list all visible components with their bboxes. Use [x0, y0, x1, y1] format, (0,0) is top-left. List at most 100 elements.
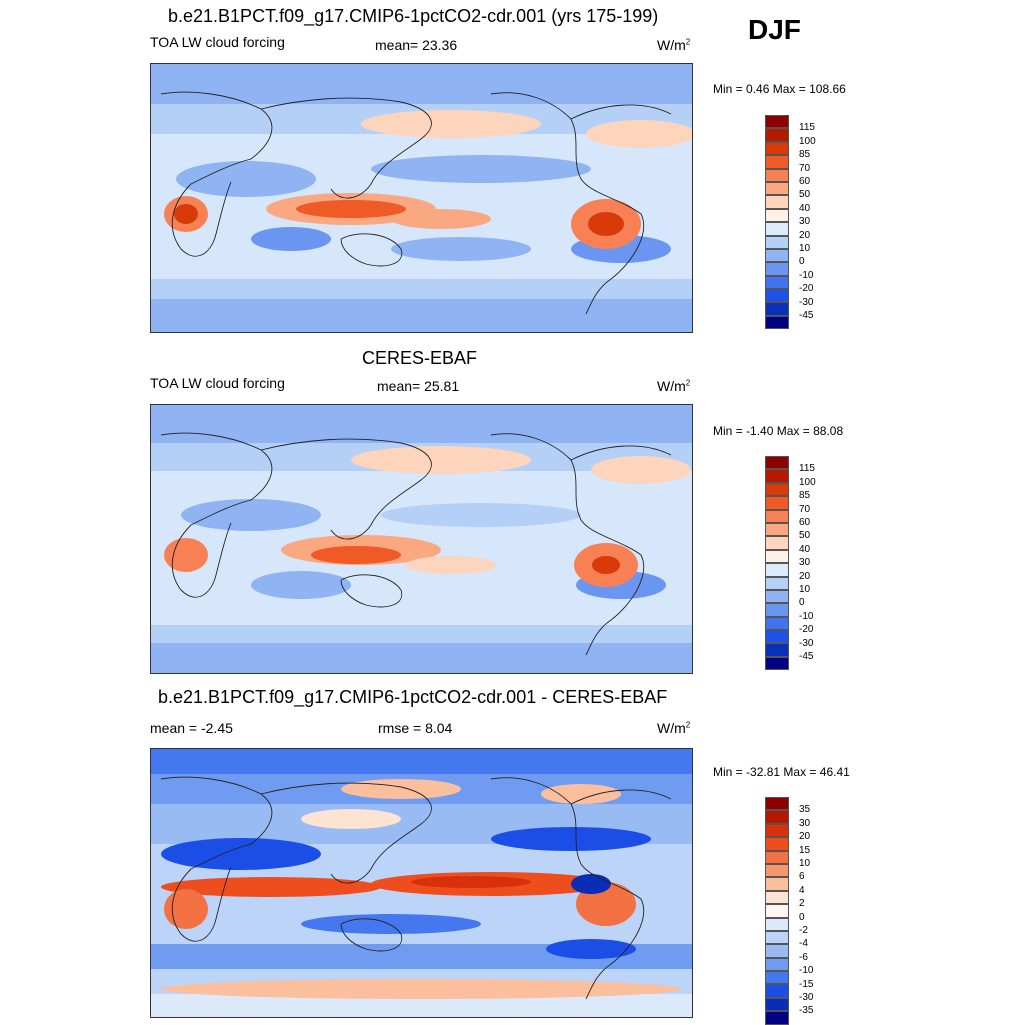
panel2-colorbar-swatch	[765, 469, 789, 483]
panel2-max-value: 88.08	[813, 424, 844, 438]
panel2-colorbar-label: 40	[799, 543, 811, 555]
panel3-colorbar-label: 35	[799, 804, 811, 816]
panel2-colorbar-swatch	[765, 509, 789, 523]
panel3-colorbar-swatch	[765, 904, 789, 918]
panel2-colorbar-label: 60	[799, 517, 811, 528]
panel2-colorbar-label: -45	[799, 651, 814, 662]
panel3-colorbar-swatch	[765, 850, 789, 864]
panel3-title: b.e21.B1PCT.f09_g17.CMIP6-1pctCO2-cdr.00…	[158, 687, 668, 707]
panel1-colorbar-swatch	[765, 222, 789, 236]
panel2-colorbar: 115 100 85 70 60 50 40 30 20 10 0 -10 -20 -30 -45	[765, 456, 816, 671]
panel3-colorbar-label: 15	[799, 844, 811, 856]
panel1-colorbar-swatch	[765, 155, 789, 169]
panel3-colorbar-swatch	[765, 1011, 789, 1025]
panel1-colorbar-swatch	[765, 168, 789, 182]
panel3-map	[150, 748, 693, 1018]
panel2-colorbar-label: 85	[799, 490, 811, 502]
panel1-colorbar-label: 115	[799, 122, 815, 134]
panel2-colorbar-swatch	[765, 643, 789, 657]
panel2-variable-label: TOA LW cloud forcing	[150, 375, 285, 391]
panel3-min-label: Min =	[713, 765, 743, 779]
panel3-colorbar-swatch	[765, 890, 789, 905]
panel3-units-base: W/m	[657, 720, 686, 736]
panel1-colorbar-label: 70	[799, 162, 811, 174]
panel3-min-value: -32.81	[746, 765, 781, 779]
panel3-colorbar-label: -6	[799, 951, 808, 963]
panel2-mean-value: 25.81	[424, 378, 460, 394]
panel3-colorbar-swatch	[765, 984, 789, 998]
panel3-colorbar-label: 6	[799, 871, 805, 883]
panel1-colorbar-label: -45	[799, 310, 814, 321]
panel2-colorbar-swatch	[765, 589, 789, 604]
panel3-colorbar-swatch	[765, 917, 789, 931]
panel2-colorbar-swatch	[765, 603, 789, 617]
panel1-variable-label: TOA LW cloud forcing	[150, 34, 285, 50]
panel1-colorbar-label: -30	[799, 296, 814, 308]
panel3-colorbar-label: -30	[799, 992, 814, 1003]
panel2-units-exp: 2	[685, 378, 691, 388]
panel2-min-label: Min =	[713, 424, 743, 438]
panel3-rmse-label: rmse =	[378, 720, 422, 736]
panel3-colorbar-swatch	[765, 823, 789, 838]
panel3-colorbar-label: 4	[799, 884, 805, 896]
panel3-colorbar-swatch	[765, 944, 789, 958]
panel1-colorbar-label: 60	[799, 176, 811, 187]
season-label: DJF	[748, 14, 801, 45]
panel2-colorbar-label: 10	[799, 584, 811, 595]
panel1-colorbar-swatch	[765, 315, 789, 330]
panel3-colorbar-swatch	[765, 930, 789, 945]
panel2-title: CERES-EBAF	[362, 348, 478, 368]
panel3-colorbar-label: 2	[799, 898, 805, 910]
panel1-mean-label: mean=	[375, 37, 419, 53]
panel3-colorbar-label: -2	[799, 925, 808, 936]
panel1-colorbar-label: -20	[799, 283, 814, 295]
panel3-colorbar-swatch	[765, 863, 789, 878]
panel2-colorbar-label: 30	[799, 557, 811, 569]
panel3-mean: mean = -2.45	[150, 720, 233, 736]
panel1-colorbar-swatch	[765, 141, 789, 156]
panel2-colorbar-label: 115	[799, 463, 815, 475]
panel1-units-base: W/m	[657, 37, 686, 53]
panel1-colorbar-swatch	[765, 208, 789, 223]
panel1-units-exp: 2	[685, 37, 691, 47]
panel2-colorbar-label: 70	[799, 503, 811, 515]
panel1-colorbar-label: -10	[799, 269, 814, 281]
panel1-mean-value: 23.36	[422, 37, 458, 53]
panel3-rmse-value: 8.04	[425, 720, 453, 736]
panel1-mean: mean= 23.36	[375, 37, 457, 53]
panel2-colorbar-swatch	[765, 630, 789, 644]
panel2-mean-label: mean=	[377, 378, 421, 394]
panel2-colorbar-label: 0	[799, 597, 805, 609]
panel3-colorbar: 35 30 20 15 10 6 4 2 0 -2 -4 -6 -10 -15 -30 -35	[765, 797, 813, 1025]
panel3-colorbar-label: -10	[799, 965, 814, 977]
panel2-max-label: Max =	[776, 424, 810, 438]
panel2-colorbar-swatch	[765, 576, 789, 590]
panel1-colorbar-label: 85	[799, 149, 811, 161]
panel1-colorbar-swatch	[765, 235, 789, 249]
panel1-max-label: Max =	[772, 82, 806, 96]
panel2-colorbar-swatch	[765, 563, 789, 577]
panel1-map	[150, 63, 693, 333]
panel2-units-base: W/m	[657, 378, 686, 394]
panel1-colorbar-swatch	[765, 289, 789, 303]
panel2-map	[150, 404, 693, 674]
panel1-units: W/m2	[657, 37, 690, 53]
panel3-colorbar-label: 20	[799, 831, 811, 843]
panel1-colorbar-label: 20	[799, 229, 811, 241]
panel2-colorbar-swatch	[765, 496, 789, 510]
panel3-colorbar-swatch	[765, 997, 789, 1012]
panel3-colorbar-label: 30	[799, 817, 811, 829]
panel2-colorbar-label: 100	[799, 476, 816, 488]
panel3-colorbar-label: -35	[799, 1005, 814, 1017]
panel1-colorbar-swatch	[765, 302, 789, 316]
panel2-colorbar-label: -30	[799, 637, 814, 649]
panel1-colorbar-label: 100	[799, 135, 816, 147]
panel1-colorbar-swatch	[765, 195, 789, 209]
panel3-colorbar-swatch	[765, 877, 789, 891]
panel1-colorbar-label: 0	[799, 256, 805, 268]
panel2-colorbar-swatch	[765, 536, 789, 550]
panel2-units: W/m2	[657, 378, 690, 394]
panel1-colorbar: 115 100 85 70 60 50 40 30 20 10 0 -10 -20 -30 -45	[765, 115, 816, 330]
panel2-colorbar-label: 20	[799, 570, 811, 582]
panel3-mean-value: -2.45	[200, 720, 233, 736]
